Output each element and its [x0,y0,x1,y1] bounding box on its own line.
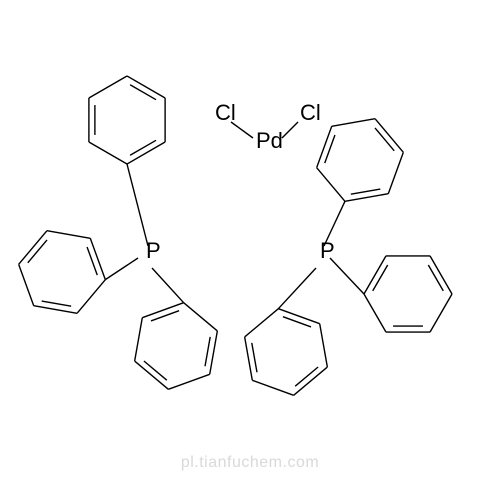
svg-text:Cl: Cl [300,100,321,125]
svg-text:P: P [146,238,161,263]
svg-text:P: P [320,238,335,263]
svg-text:Pd: Pd [256,128,283,153]
svg-text:Cl: Cl [215,100,236,125]
molecule-diagram: Cl Pd Cl P P [0,0,500,500]
